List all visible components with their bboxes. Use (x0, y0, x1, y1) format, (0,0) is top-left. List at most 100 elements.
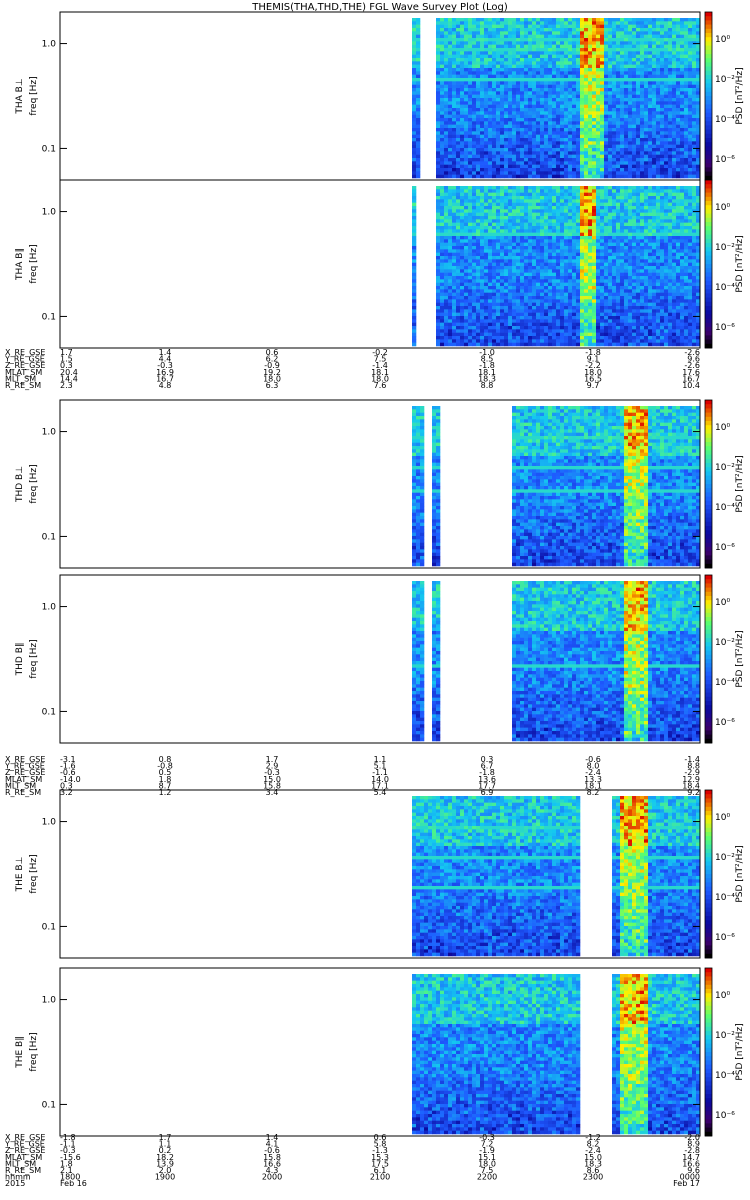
heat-cell (536, 192, 541, 197)
heat-cell (480, 242, 485, 247)
heat-cell (468, 196, 473, 200)
heat-cell (540, 41, 545, 45)
heat-cell (548, 292, 553, 297)
heat-cell (488, 51, 493, 55)
heat-cell (496, 302, 501, 307)
heat-cell (604, 71, 609, 75)
heat-cell (568, 272, 573, 277)
heat-cell (436, 322, 441, 327)
heat-cell (564, 206, 569, 210)
heat-cell (648, 138, 653, 142)
heat-cell (616, 128, 621, 132)
heat-cell (484, 141, 489, 145)
heat-cell (568, 306, 573, 310)
heat-cell (536, 118, 541, 122)
heat-cell (684, 24, 689, 29)
heat-cell (572, 58, 577, 62)
heat-cell (516, 64, 521, 69)
heat-cell (500, 24, 505, 29)
heat-cell (584, 124, 589, 129)
heat-cell (460, 164, 465, 169)
heat-cell (508, 148, 513, 152)
heat-cell (440, 81, 445, 85)
heat-cell (496, 296, 501, 300)
heat-cell (504, 299, 509, 303)
heat-cell (484, 161, 489, 165)
heat-cell (536, 28, 541, 32)
heat-cell (512, 306, 517, 310)
heat-cell (688, 111, 693, 115)
heat-cell (524, 138, 529, 142)
heat-cell (460, 296, 465, 300)
heat-cell (560, 202, 565, 207)
heat-cell (660, 131, 665, 135)
heat-cell (484, 272, 489, 277)
heat-cell (548, 319, 553, 323)
heat-cell (520, 71, 525, 75)
heat-cell (636, 141, 641, 145)
heat-cell (680, 48, 685, 52)
heat-cell (580, 44, 585, 49)
heat-cell (444, 239, 449, 243)
heat-cell (604, 91, 609, 95)
heat-cell (508, 259, 513, 263)
heat-cell (612, 68, 617, 72)
heat-cell (668, 38, 673, 42)
heat-cell (580, 94, 585, 99)
heat-cell (528, 131, 533, 135)
heat-cell (576, 28, 581, 32)
heat-cell (576, 81, 581, 85)
heat-cell (552, 91, 557, 95)
heat-cell (668, 71, 673, 75)
heat-cell (468, 312, 473, 317)
heat-cell (476, 279, 481, 283)
heat-cell (556, 71, 561, 75)
heat-cell (680, 54, 685, 59)
heat-cell (540, 31, 545, 35)
heat-cell (512, 319, 517, 323)
heat-cell (568, 222, 573, 227)
heat-cell (496, 104, 501, 109)
heat-cell (588, 78, 593, 82)
heat-cell (512, 144, 517, 149)
heat-cell (544, 94, 549, 99)
heat-cell (652, 151, 657, 155)
heat-cell (524, 161, 529, 165)
heat-cell (548, 269, 553, 273)
heat-cell (604, 128, 609, 132)
heat-cell (552, 339, 557, 343)
heat-cell (412, 114, 417, 119)
heat-cell (596, 144, 601, 149)
heat-cell (568, 21, 573, 25)
heat-cell (412, 266, 417, 270)
heat-cell (476, 342, 481, 347)
heat-cell (544, 212, 549, 217)
heat-cell (548, 38, 553, 42)
heat-cell (676, 51, 681, 55)
heat-cell (608, 114, 613, 119)
heat-cell (472, 312, 477, 317)
heat-cell (416, 148, 421, 152)
heat-cell (636, 54, 641, 59)
heat-cell (412, 342, 417, 347)
heat-cell (464, 239, 469, 243)
heat-cell (412, 18, 417, 22)
heat-cell (516, 206, 521, 210)
heat-cell (444, 84, 449, 89)
heat-cell (644, 94, 649, 99)
heat-cell (452, 94, 457, 99)
heat-cell (540, 222, 545, 227)
heat-cell (680, 151, 685, 155)
heat-cell (644, 78, 649, 82)
heat-cell (624, 148, 629, 152)
heat-cell (492, 71, 497, 75)
heat-cell (564, 111, 569, 115)
heat-cell (532, 48, 537, 52)
heat-cell (496, 219, 501, 223)
heat-cell (476, 302, 481, 307)
heat-cell (512, 206, 517, 210)
heat-cell (664, 168, 669, 172)
heat-cell (508, 232, 513, 237)
heat-cell (528, 134, 533, 139)
heat-cell (500, 202, 505, 207)
